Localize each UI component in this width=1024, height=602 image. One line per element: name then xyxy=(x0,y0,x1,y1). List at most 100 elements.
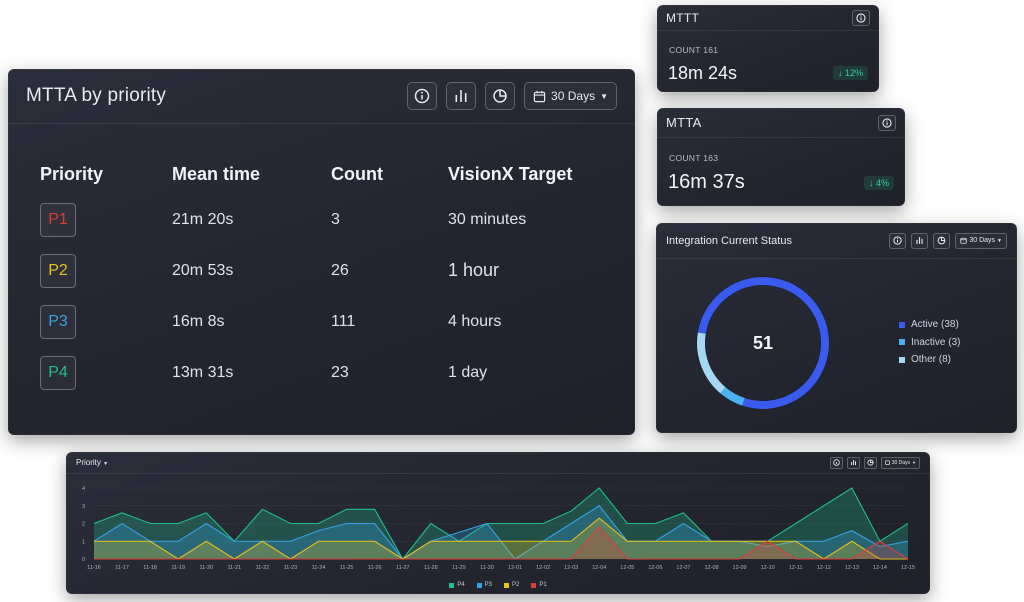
legend-swatch xyxy=(899,356,905,363)
x-tick-label: 12-06 xyxy=(648,565,662,571)
priority-badge-p1: P1 xyxy=(40,202,76,237)
y-tick-label: 2 xyxy=(82,522,85,528)
x-tick-label: 11-27 xyxy=(396,565,410,571)
x-tick-label: 11-29 xyxy=(452,565,466,571)
x-tick-label: 11-18 xyxy=(143,565,157,571)
info-icon[interactable] xyxy=(829,456,843,469)
priority-badge-p3: P3 xyxy=(40,304,76,339)
date-range-label: 30 Days xyxy=(969,237,996,244)
mtta-by-priority-card: MTTA by priority 30 Days ▼ Priority Mean… xyxy=(8,69,635,435)
donut-total: 51 xyxy=(753,333,773,353)
info-icon[interactable] xyxy=(407,82,438,110)
mtta-stat-card: MTTA COUNT 163 16m 37s ↓ 4% xyxy=(657,108,905,206)
bar-chart-icon[interactable] xyxy=(911,232,929,249)
x-tick-label: 11-20 xyxy=(199,565,213,571)
target-cell: 4 hours xyxy=(448,312,502,330)
legend-label: P1 xyxy=(539,582,547,588)
integration-card-header: Integration Current Status 30 Days ▼ xyxy=(656,223,1017,259)
x-tick-label: 12-01 xyxy=(508,565,522,571)
series-line-p2 xyxy=(94,517,908,560)
priority-badge-p2: P2 xyxy=(40,253,76,288)
integration-status-card: Integration Current Status 30 Days ▼ 51 … xyxy=(656,223,1017,433)
priority-area-chart: 11-16 11-17 11-18 11-19 11-20 11-21 11-22 11-23… xyxy=(82,486,915,571)
x-tick-label: 12-12 xyxy=(817,565,831,571)
donut-slice-2[interactable] xyxy=(697,332,726,394)
arrow-down-icon: ↓ xyxy=(837,68,845,78)
date-range-label: 30 Days xyxy=(551,89,596,103)
target-cell: 1 hour xyxy=(448,260,500,280)
integration-card-title: Integration Current Status xyxy=(666,234,792,247)
mtta-card-header: MTTA by priority 30 Days ▼ xyxy=(8,69,635,124)
legend-label: P3 xyxy=(484,582,492,588)
x-tick-label: 11-17 xyxy=(115,565,129,571)
x-tick-label: 12-02 xyxy=(536,565,550,571)
mttt-count-label: COUNT 161 xyxy=(669,45,719,55)
chevron-down-icon: ▼ xyxy=(103,461,109,467)
count-cell: 23 xyxy=(331,363,349,381)
x-tick-label: 12-14 xyxy=(873,565,887,571)
table-row: P3 16m 8s 111 4 hours xyxy=(40,296,620,347)
legend-label: Other (8) xyxy=(911,354,952,366)
bar-chart-icon[interactable] xyxy=(446,82,477,110)
pie-chart-icon[interactable] xyxy=(933,232,951,249)
info-icon[interactable] xyxy=(878,114,896,131)
x-tick-label: 12-09 xyxy=(733,565,747,571)
priority-chart-card: Priority ▼ 30 Days ▼ 11-16 11-17 11-18 11-1… xyxy=(66,452,930,594)
y-tick-label: 1 xyxy=(82,539,85,545)
mttt-delta-badge: ↓ 12% xyxy=(832,66,868,80)
mean-time-cell: 20m 53s xyxy=(172,261,234,279)
legend-label: P2 xyxy=(512,582,520,588)
integration-legend: Active (38) Inactive (3) Other (8) xyxy=(899,316,960,369)
x-tick-label: 11-24 xyxy=(312,565,326,571)
legend-swatch xyxy=(504,582,509,588)
target-cell: 30 minutes xyxy=(448,210,527,228)
x-tick-label: 11-23 xyxy=(284,565,298,571)
priority-chart-legend: P4 P3 P2 P1 xyxy=(66,582,930,588)
mean-time-cell: 21m 20s xyxy=(172,210,234,228)
priority-dropdown[interactable]: Priority ▼ xyxy=(76,458,826,467)
column-header-priority: Priority xyxy=(40,164,104,184)
x-tick-label: 11-28 xyxy=(424,565,438,571)
mttt-delta-value: 12% xyxy=(844,68,863,78)
mtta-stat-card-title: MTTA xyxy=(666,115,702,130)
bar-chart-icon[interactable] xyxy=(846,456,860,469)
mtta-card-title: MTTA by priority xyxy=(26,85,167,106)
info-icon[interactable] xyxy=(889,232,907,249)
calendar-icon xyxy=(884,460,890,465)
pie-chart-icon[interactable] xyxy=(485,82,516,110)
x-tick-label: 11-30 xyxy=(480,565,494,571)
calendar-icon xyxy=(960,237,968,244)
priority-badge-p4: P4 xyxy=(40,355,76,390)
target-cell: 1 day xyxy=(448,363,488,381)
info-icon[interactable] xyxy=(852,9,870,26)
pie-chart-icon[interactable] xyxy=(863,456,877,469)
date-range-button[interactable]: 30 Days ▼ xyxy=(524,82,617,110)
legend-label: Active (38) xyxy=(911,319,959,331)
table-header: Priority Mean time Count VisionX Target xyxy=(40,164,620,194)
mtta-value: 16m 37s xyxy=(668,171,745,193)
legend-swatch xyxy=(899,321,905,328)
legend-item-inactive: Inactive (3) xyxy=(899,334,960,352)
legend-item-active: Active (38) xyxy=(899,316,960,334)
x-tick-label: 11-19 xyxy=(171,565,185,571)
date-range-button[interactable]: 30 Days ▼ xyxy=(880,456,920,469)
column-header-mean-time: Mean time xyxy=(172,164,261,184)
table-row: P4 13m 31s 23 1 day xyxy=(40,347,620,398)
donut-slice-1[interactable] xyxy=(720,387,745,406)
date-range-label: 30 Days xyxy=(891,459,911,466)
legend-item-p1: P1 xyxy=(531,582,547,588)
mttt-stat-card: MTTT COUNT 161 18m 24s ↓ 12% xyxy=(657,5,879,92)
mttt-card-title: MTTT xyxy=(666,10,700,25)
x-tick-label: 12-04 xyxy=(592,565,606,571)
legend-swatch xyxy=(899,339,905,346)
donut-slice-0[interactable] xyxy=(697,277,829,409)
series-line-p4 xyxy=(93,487,909,560)
legend-item-other: Other (8) xyxy=(899,351,960,369)
x-tick-label: 12-07 xyxy=(676,565,690,571)
y-tick-label: 3 xyxy=(82,504,85,510)
chevron-down-icon: ▼ xyxy=(600,91,608,101)
date-range-button[interactable]: 30 Days ▼ xyxy=(955,232,1007,249)
mtta-stat-card-header: MTTA xyxy=(657,108,905,138)
y-tick-label: 0 xyxy=(82,557,85,563)
mean-time-cell: 16m 8s xyxy=(172,312,225,330)
